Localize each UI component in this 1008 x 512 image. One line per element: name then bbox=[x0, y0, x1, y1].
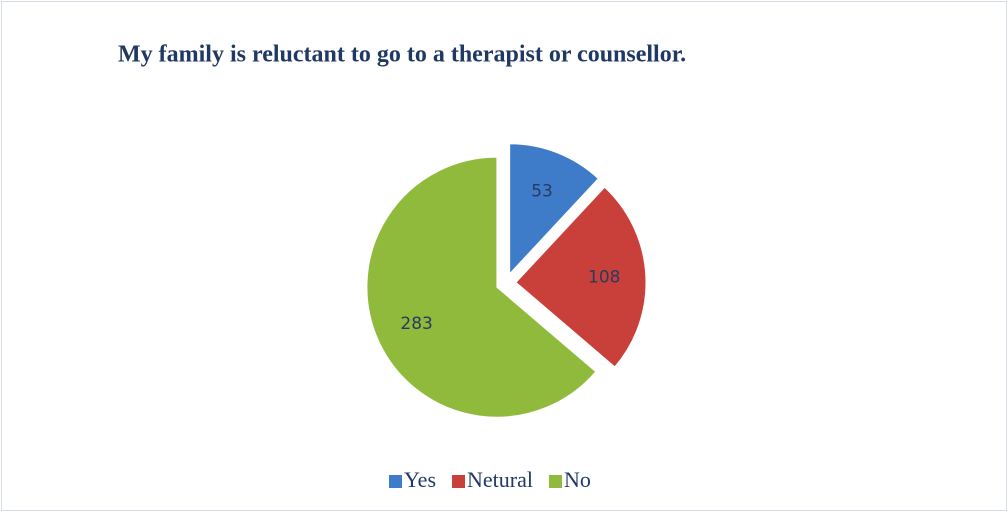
legend-label: No bbox=[564, 467, 591, 492]
legend-label: Netural bbox=[467, 467, 533, 492]
chart-title: My family is reluctant to go to a therap… bbox=[118, 42, 686, 68]
data-label: 53 bbox=[531, 181, 553, 201]
legend-swatch bbox=[452, 475, 466, 488]
legend-swatch bbox=[548, 475, 562, 488]
pie-slice bbox=[366, 156, 597, 418]
pie-slice bbox=[515, 186, 647, 368]
data-label: 283 bbox=[400, 314, 432, 334]
legend-swatch bbox=[389, 475, 402, 488]
pie-slice bbox=[509, 143, 599, 275]
data-label: 108 bbox=[588, 267, 620, 287]
legend-label: Yes bbox=[404, 467, 436, 492]
